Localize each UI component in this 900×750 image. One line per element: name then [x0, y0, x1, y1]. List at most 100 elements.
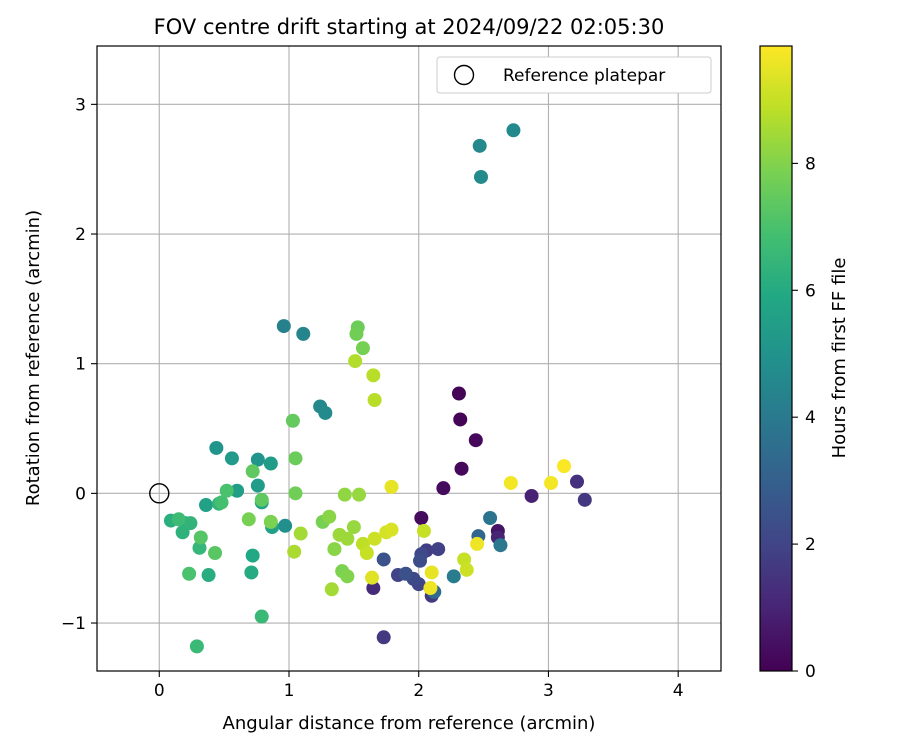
y-axis-label: Rotation from reference (arcmin) — [23, 210, 44, 506]
data-point — [367, 392, 382, 407]
data-point — [359, 546, 374, 561]
data-point — [416, 523, 431, 538]
data-point — [423, 581, 438, 596]
data-point — [503, 475, 518, 490]
data-point — [544, 475, 559, 490]
data-point — [472, 138, 487, 153]
y-tick-label: −1 — [61, 614, 86, 634]
data-point — [366, 368, 381, 383]
data-point — [348, 354, 363, 369]
y-tick-label: 2 — [75, 225, 86, 245]
data-point — [324, 582, 339, 597]
data-point — [288, 486, 303, 501]
data-point — [384, 479, 399, 494]
x-tick-label: 0 — [154, 681, 165, 701]
data-point — [365, 570, 380, 585]
data-point — [189, 639, 204, 654]
data-point — [431, 542, 446, 557]
data-point — [214, 495, 229, 510]
data-point — [192, 540, 207, 555]
data-point — [250, 452, 265, 467]
legend: Reference platepar — [436, 56, 712, 94]
colorbar-tick-label: 6 — [805, 281, 816, 301]
data-point — [451, 386, 466, 401]
reference-platepar-marker — [149, 483, 170, 504]
colorbar: 0 2 4 6 8 Hours from first FF file — [759, 45, 850, 682]
y-axis-ticks: −1 0 1 2 3 — [61, 95, 97, 634]
data-point — [254, 609, 269, 624]
y-tick-label: 0 — [75, 484, 86, 504]
x-axis-ticks: 0 1 2 3 4 — [154, 671, 684, 701]
data-point — [413, 553, 428, 568]
data-point — [366, 581, 381, 596]
plot-background — [97, 46, 721, 671]
data-point — [355, 341, 370, 356]
data-point — [376, 630, 391, 645]
data-point — [470, 536, 485, 551]
data-point — [278, 518, 293, 533]
data-point — [182, 566, 197, 581]
data-point — [414, 510, 429, 525]
x-tick-label: 2 — [413, 681, 424, 701]
data-point — [171, 512, 186, 527]
colorbar-ticks: 0 2 4 6 8 — [792, 154, 816, 682]
data-point — [340, 531, 355, 546]
data-point — [436, 481, 451, 496]
colorbar-label: Hours from first FF file — [829, 258, 850, 459]
data-point — [474, 169, 488, 184]
colorbar-tick-label: 4 — [805, 408, 816, 428]
data-point — [318, 405, 333, 420]
data-point — [322, 509, 337, 524]
data-point — [384, 522, 399, 537]
data-point — [506, 123, 521, 138]
data-point — [285, 413, 300, 428]
colorbar-tick-label: 8 — [805, 154, 816, 174]
data-point — [524, 488, 539, 503]
data-point — [209, 440, 224, 455]
data-point — [183, 516, 198, 531]
grid-lines — [97, 46, 721, 671]
data-point — [296, 326, 311, 341]
colorbar-tick-label: 2 — [805, 535, 816, 555]
y-tick-label: 3 — [75, 95, 86, 115]
x-tick-label: 1 — [284, 681, 295, 701]
x-tick-label: 4 — [673, 681, 684, 701]
data-point — [454, 461, 469, 476]
x-tick-label: 3 — [543, 681, 554, 701]
data-point — [337, 487, 352, 502]
colorbar-gradient — [759, 45, 793, 672]
data-point — [208, 546, 223, 561]
data-points — [163, 123, 592, 654]
data-point — [468, 433, 483, 448]
data-point — [287, 544, 302, 559]
data-point — [376, 552, 391, 567]
colorbar-tick-label: 0 — [805, 662, 816, 682]
data-point — [175, 525, 190, 540]
data-point — [224, 451, 239, 466]
data-point — [293, 526, 308, 541]
data-point — [250, 478, 265, 493]
data-point — [245, 548, 260, 563]
data-point — [352, 487, 367, 502]
data-point — [288, 451, 303, 466]
legend-marker-reference — [453, 64, 475, 86]
data-point — [193, 530, 208, 545]
data-point — [483, 510, 498, 525]
data-point — [254, 492, 269, 507]
y-tick-label: 1 — [75, 355, 86, 375]
legend-box — [436, 56, 712, 94]
data-point — [230, 483, 245, 498]
data-point — [241, 512, 256, 527]
data-point — [577, 492, 592, 507]
data-point — [245, 464, 260, 479]
data-point — [219, 483, 234, 498]
data-point — [493, 538, 508, 553]
data-point — [346, 520, 361, 535]
data-point — [424, 565, 439, 580]
legend-label-reference: Reference platepar — [503, 66, 665, 86]
data-point — [201, 568, 216, 583]
data-point — [459, 562, 474, 577]
data-point — [244, 565, 259, 580]
data-point — [276, 319, 291, 334]
